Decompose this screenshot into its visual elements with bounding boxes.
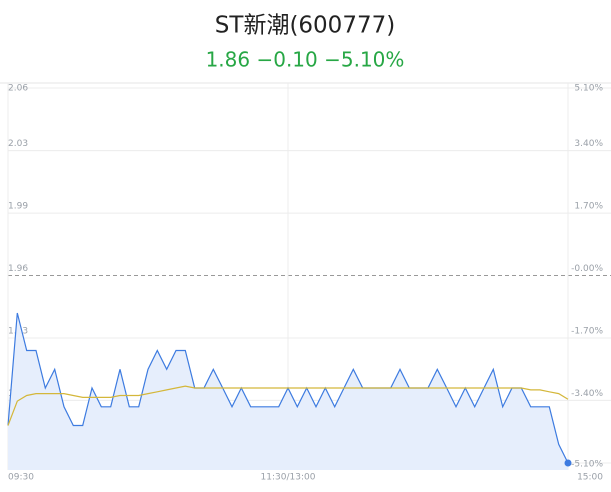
y-tick-label: 1.99 <box>8 202 28 212</box>
y-tick-label: 2.06 <box>8 84 28 94</box>
y2-tick-label: -1.70% <box>571 327 603 337</box>
y-tick-label: 2.03 <box>8 139 28 149</box>
y2-tick-label: -3.40% <box>571 389 603 399</box>
last-price-dot <box>564 459 572 467</box>
x-tick-label: 15:00 <box>577 473 603 483</box>
y2-tick-label: 1.70% <box>574 202 603 212</box>
y-tick-label: 1.96 <box>8 264 28 274</box>
x-tick-label: 11:30/13:00 <box>261 473 316 483</box>
y2-tick-label: 5.10% <box>574 84 603 94</box>
average-line <box>7 385 569 426</box>
price-area <box>8 313 568 470</box>
y2-tick-label: 3.40% <box>574 139 603 149</box>
y2-tick-label: -0.00% <box>571 264 603 274</box>
quote-summary: 1.86 −0.10 −5.10% <box>206 48 405 72</box>
chart-title: ST新潮(600777) <box>215 13 395 39</box>
x-tick-label: 09:30 <box>8 473 34 483</box>
y2-tick-label: -5.10% <box>571 460 603 470</box>
